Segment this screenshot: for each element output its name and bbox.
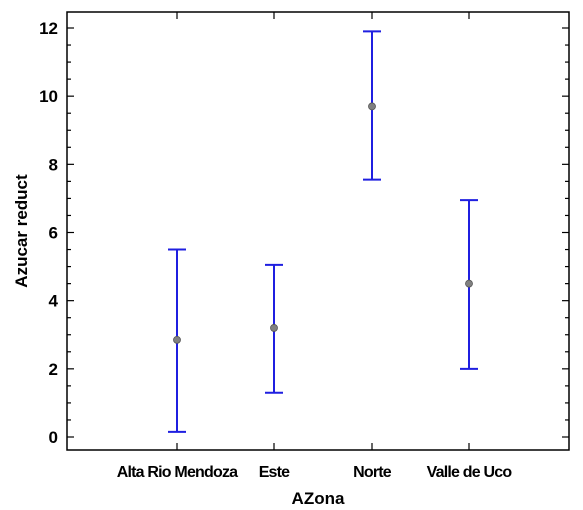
x-tick-label: Valle de Uco	[427, 464, 513, 481]
y-tick-label: 4	[49, 292, 59, 311]
x-axis: Alta Rio Mendoza Este Norte Valle de Uco	[117, 12, 513, 481]
mean-point	[465, 279, 473, 288]
mean-point	[173, 335, 181, 344]
y-axis-title: Azucar reduct	[12, 174, 31, 288]
y-axis: 0 2 4 6 8 10 12	[39, 19, 569, 447]
y-tick-label: 8	[49, 155, 58, 174]
y-tick-label: 12	[39, 19, 58, 38]
y-tick-label: 10	[39, 87, 58, 106]
y-tick-label: 2	[49, 360, 58, 379]
mean-point	[368, 102, 376, 111]
y-tick-label: 0	[49, 428, 58, 447]
mean-point	[270, 324, 278, 332]
interval-marks	[168, 30, 478, 433]
plot-frame	[66, 11, 570, 451]
y-tick-label: 6	[49, 224, 58, 243]
x-tick-label: Este	[259, 464, 290, 481]
x-axis-title: AZona	[292, 489, 345, 508]
x-tick-label: Norte	[353, 464, 392, 481]
x-tick-label: Alta Rio Mendoza	[117, 464, 238, 481]
